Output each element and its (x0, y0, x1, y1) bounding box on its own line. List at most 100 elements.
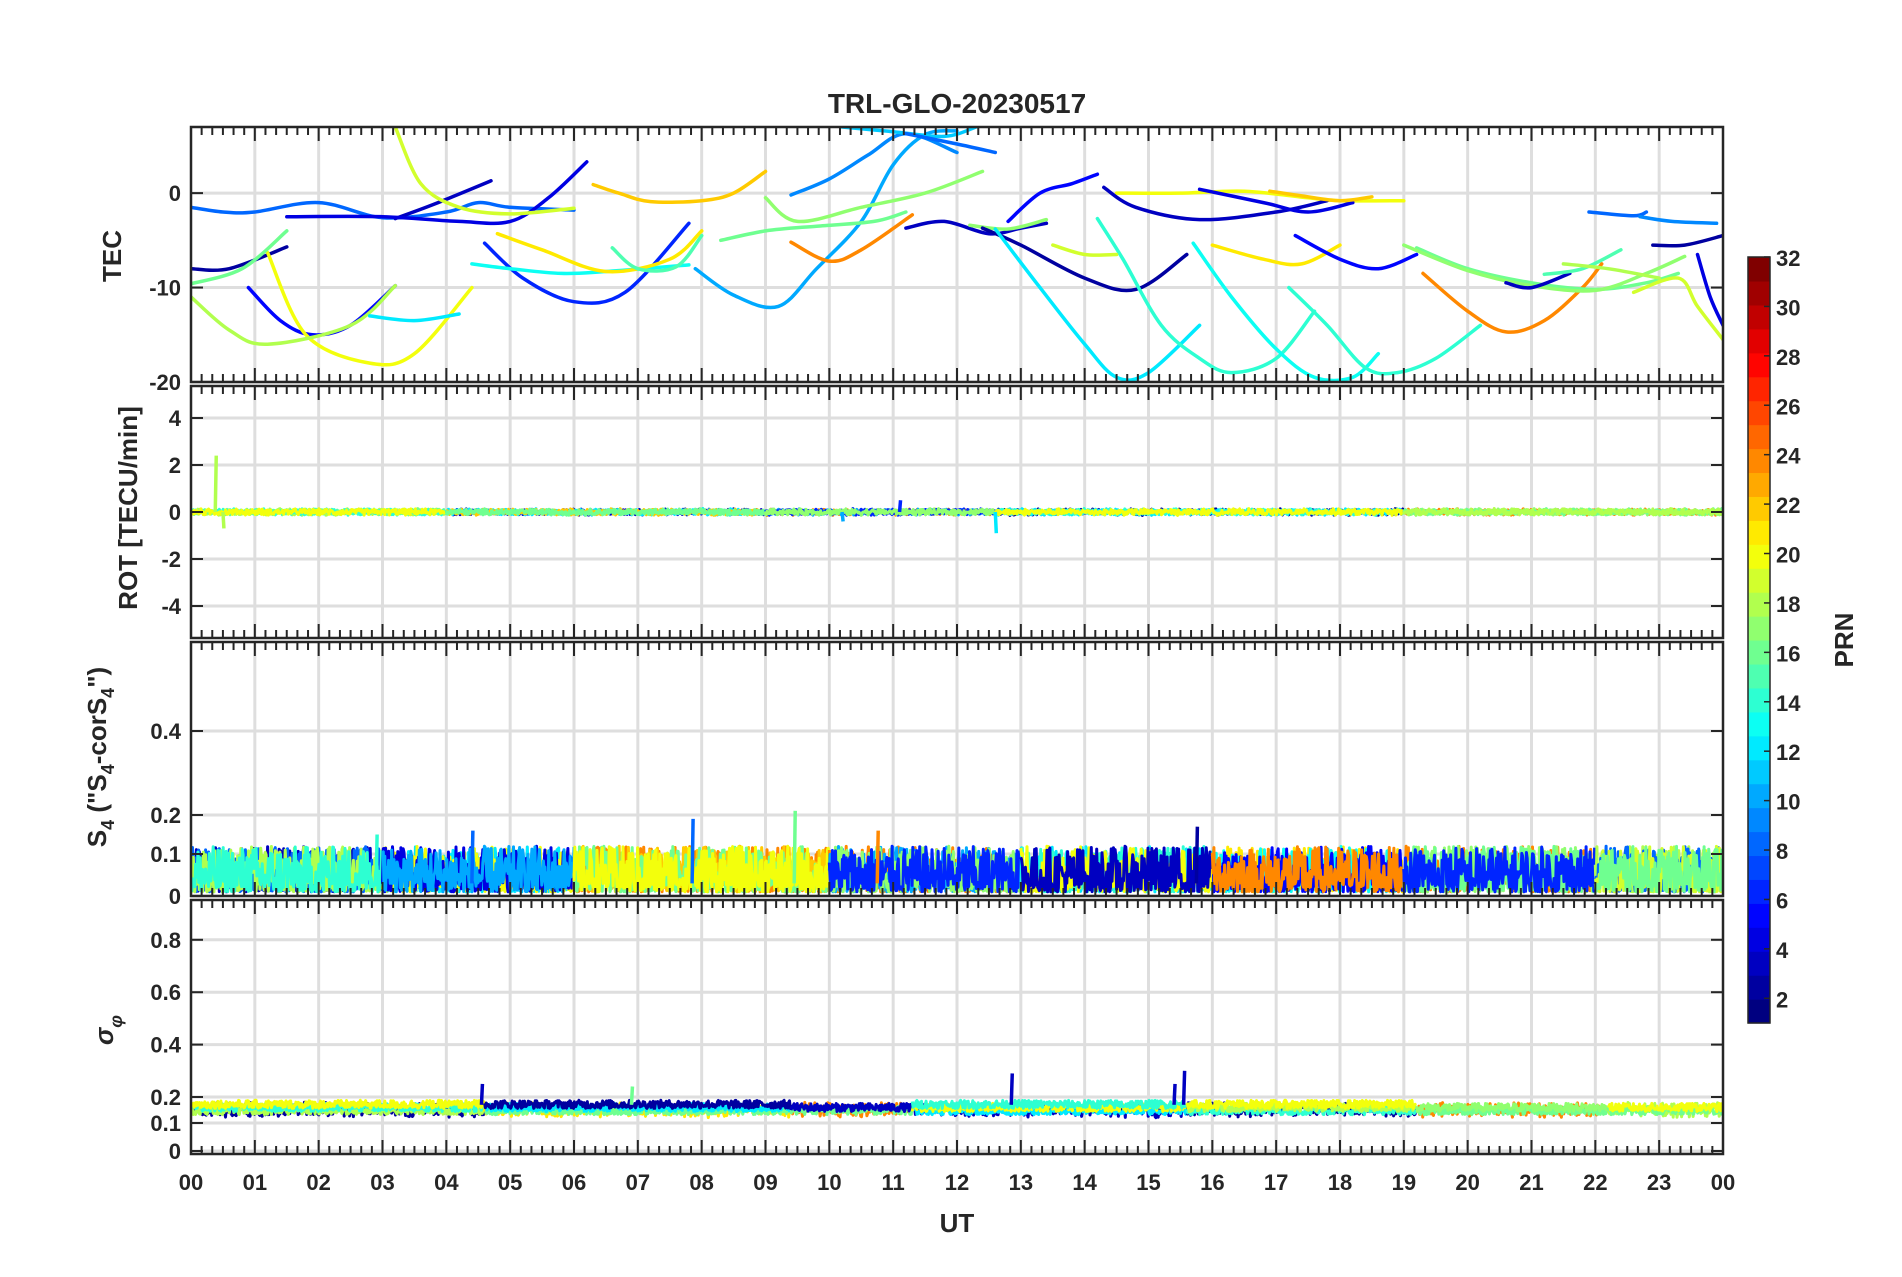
sigma-line-prn-17 (1415, 1101, 1609, 1113)
s4-line-peak (374, 834, 379, 884)
tec-line-prn-21 (1210, 243, 1342, 267)
colorbar-swatch (1748, 328, 1770, 354)
rot-line-peak (993, 511, 999, 534)
y-tick-label-rot: -4 (161, 594, 181, 619)
x-tick-label: 15 (1136, 1170, 1160, 1195)
tec-line-prn-2 (1651, 233, 1723, 248)
colorbar-swatch (1748, 448, 1770, 474)
colorbar-swatch (1748, 711, 1770, 737)
tec-line-prn-19 (393, 127, 576, 216)
rot-line-peak (213, 455, 219, 513)
x-tick-label: 00 (179, 1170, 203, 1195)
colorbar-swatch (1748, 927, 1770, 952)
colorbar-tick-label: 18 (1776, 592, 1800, 617)
y-tick-label-sigma: 0.1 (150, 1111, 181, 1136)
x-tick-label: 19 (1392, 1170, 1416, 1195)
tec-line-prn-12 (367, 312, 461, 323)
colorbar-swatch (1748, 592, 1770, 617)
y-tick-label-sigma: 0 (169, 1139, 181, 1164)
y-tick-label-sigma: 0.8 (150, 928, 181, 953)
x-tick-label: 12 (945, 1170, 969, 1195)
colorbar-swatch (1748, 951, 1770, 976)
x-tick-label: 20 (1455, 1170, 1479, 1195)
s4-line-peak (875, 830, 880, 884)
rot-line-prn-18 (1402, 507, 1723, 517)
tec-line-prn-13 (1191, 241, 1381, 382)
colorbar-swatch (1748, 496, 1770, 521)
tec-line-prn-22 (591, 169, 768, 205)
colorbar-swatch (1748, 687, 1770, 713)
x-tick-label: 01 (243, 1170, 267, 1195)
tec-line-prn-9 (1638, 214, 1719, 226)
tec-line-prn-3 (904, 219, 1049, 236)
colorbar-swatch (1748, 352, 1770, 378)
colorbar-swatch (1748, 879, 1770, 904)
tec-line-prn-19 (1051, 243, 1119, 257)
y-tick-label-rot: 2 (169, 453, 181, 478)
x-tick-label: 09 (753, 1170, 777, 1195)
colorbar-tick-label: 22 (1776, 493, 1800, 518)
colorbar-tick-label: 26 (1776, 394, 1800, 419)
sigma-series-group (191, 1070, 1723, 1120)
y-tick-label-s4: 0.1 (150, 842, 181, 867)
x-tick-label: 07 (626, 1170, 650, 1195)
y-tick-label-tec: -20 (149, 370, 181, 395)
colorbar-swatch (1748, 783, 1770, 809)
sigma-line-prn-20 (1606, 1101, 1723, 1113)
y-tick-label-rot: -2 (161, 547, 181, 572)
rot-line-prn-20 (993, 507, 1405, 517)
sigma-line-prn-20 (1185, 1098, 1417, 1110)
colorbar-swatch (1748, 520, 1770, 545)
s4-line-peak (470, 830, 475, 884)
colorbar-swatch (1748, 975, 1770, 1000)
colorbar-swatch (1748, 855, 1770, 880)
tec-line-prn-3 (393, 179, 493, 221)
colorbar-swatch (1748, 568, 1770, 593)
data-layer (191, 127, 1723, 1120)
tec-line-prn-4 (285, 160, 589, 226)
y-axis-title-tec: TEC (97, 230, 127, 282)
tec-line-prn-14 (1095, 216, 1317, 375)
tec-line-prn-22 (1268, 189, 1374, 203)
y-tick-label-s4: 0.4 (150, 719, 181, 744)
s4-line-prn-6 (1402, 845, 1597, 894)
colorbar-swatch (1748, 376, 1770, 402)
colorbar-swatch (1748, 640, 1770, 665)
tec-line-prn-24 (789, 213, 915, 264)
colorbar-tick-label: 20 (1776, 543, 1800, 568)
sigma-line-peak (1181, 1070, 1187, 1105)
colorbar-swatch (1748, 257, 1770, 282)
colorbar-swatch (1748, 544, 1770, 569)
colorbar-swatch (1748, 616, 1770, 641)
sigma-line-prn-14 (910, 1098, 1188, 1110)
tec-line-prn-19 (1631, 276, 1723, 342)
x-tick-label: 21 (1519, 1170, 1543, 1195)
colorbar-swatch (1748, 304, 1770, 330)
x-tick-label: 06 (562, 1170, 586, 1195)
x-tick-label: 22 (1583, 1170, 1607, 1195)
y-axis-title-rot: ROT [TECU/min] (113, 406, 143, 610)
colorbar-swatch (1748, 400, 1770, 426)
colorbar-tick-label: 14 (1776, 691, 1801, 716)
rot-series-group (191, 455, 1723, 534)
tec-line-prn-8 (904, 131, 998, 155)
colorbar-tick-label: 32 (1776, 246, 1800, 271)
x-tick-label: 10 (817, 1170, 841, 1195)
sigma-line-peak (479, 1083, 485, 1105)
tec-line-prn-2 (191, 245, 289, 273)
colorbar-frame (1747, 256, 1771, 1024)
tec-line-prn-2 (980, 226, 1189, 293)
s4-line-prn-20 (572, 844, 831, 894)
x-tick-label: 03 (370, 1170, 394, 1195)
tec-line-prn-17 (968, 217, 1049, 231)
x-tick-label: 00 (1711, 1170, 1735, 1195)
rot-line-peak (897, 500, 903, 513)
sigma-line-prn-2 (483, 1098, 793, 1110)
tec-line-prn-16 (191, 229, 289, 286)
s4-line-prn-16 (1593, 844, 1723, 894)
s4-line-prn-6 (827, 844, 1022, 894)
colorbar-label: PRN (1829, 613, 1859, 668)
